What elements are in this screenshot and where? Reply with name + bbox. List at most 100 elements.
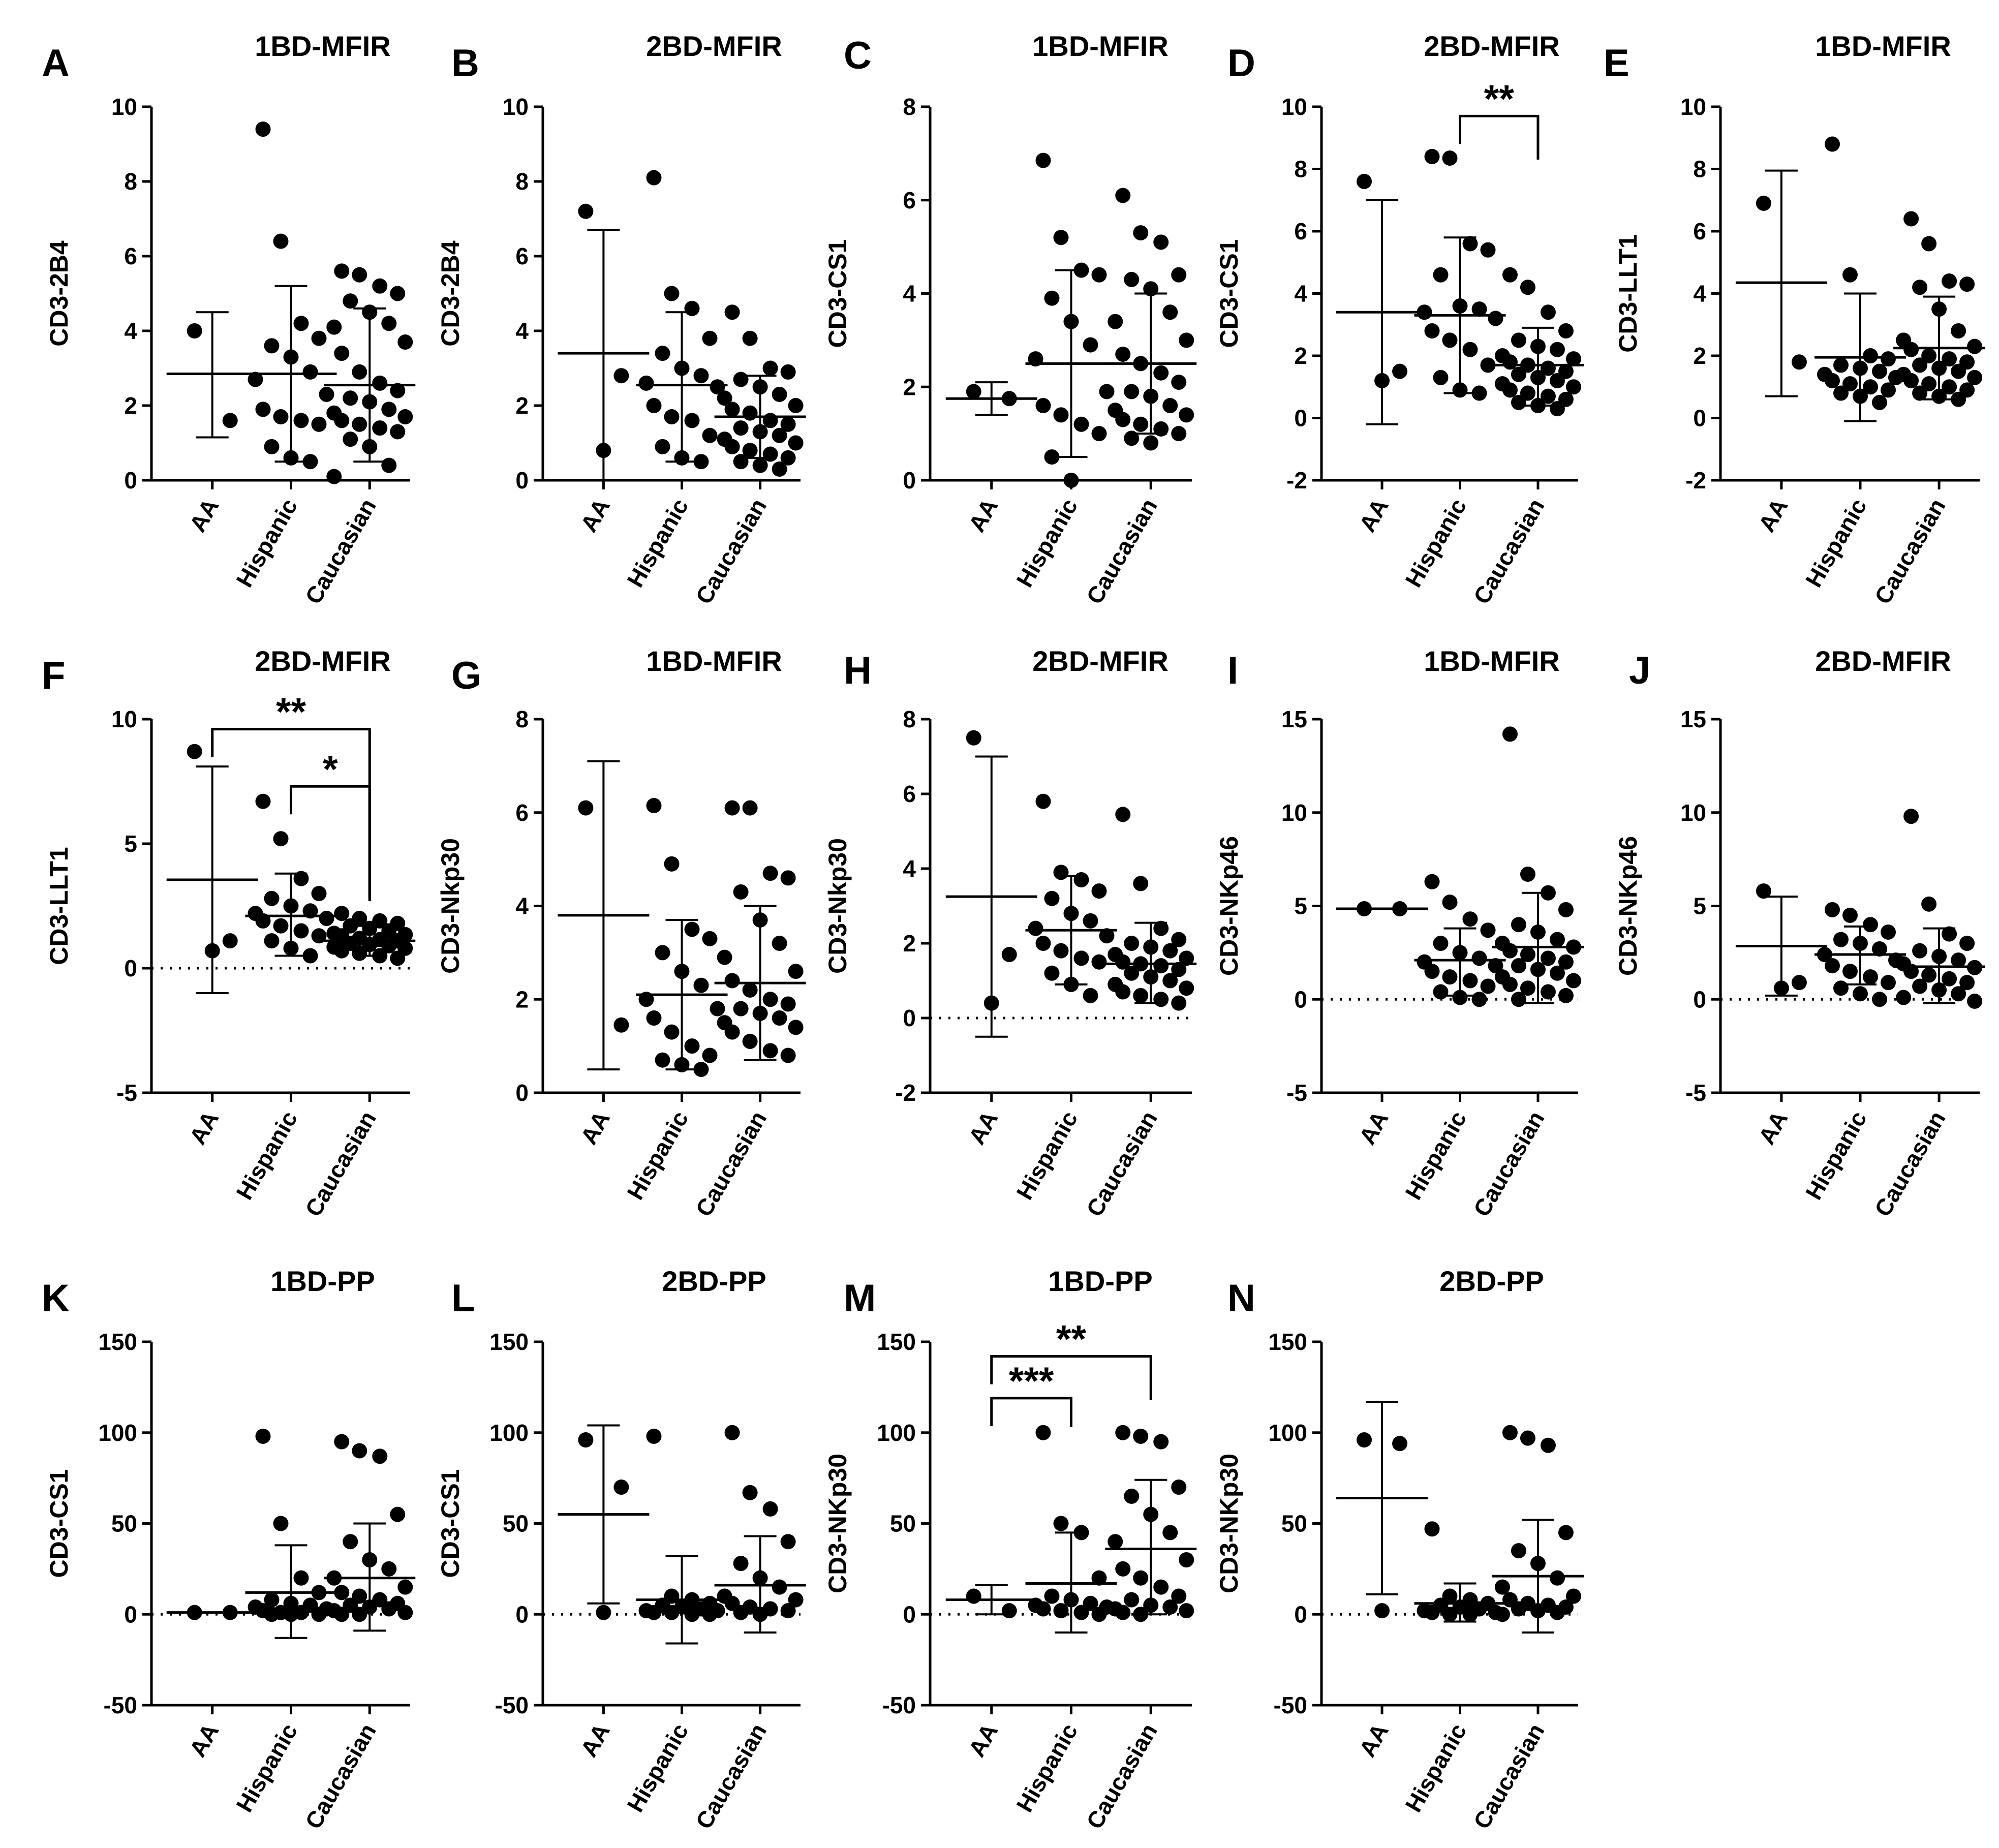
data-point (724, 1024, 740, 1040)
data-point (1942, 971, 1957, 987)
x-tick-label: AA (1753, 1106, 1793, 1149)
data-point (1511, 366, 1526, 382)
data-point (1480, 242, 1496, 258)
y-tick-label: 6 (124, 243, 137, 269)
panel-i: I 1BD-MFIR CD3-NKp46 -5 0 5 10 15 AA HispanicCauc… (1215, 645, 1584, 1221)
data-point (742, 330, 758, 346)
data-point (1549, 1570, 1565, 1586)
data-point (780, 1534, 796, 1550)
group-hispanic (1815, 902, 1906, 1007)
y-tick-label: 0 (1693, 986, 1706, 1012)
data-point (334, 1434, 350, 1450)
data-point (1931, 301, 1947, 317)
data-point (1959, 975, 1975, 991)
data-point (343, 1534, 358, 1550)
data-point (1462, 973, 1478, 989)
data-point (1357, 174, 1372, 189)
data-point (674, 1057, 690, 1072)
data-point (578, 1432, 594, 1448)
panel-title: 1BD-MFIR (255, 30, 391, 62)
x-tick-label: AA (575, 1719, 615, 1762)
panel-a: A 1BD-MFIR CD3-2B4 0 2 4 6 8 10 AA HispanicCaucasi… (42, 30, 416, 608)
panel-title: 1BD-PP (1048, 1265, 1152, 1297)
data-point (752, 1005, 768, 1021)
y-tick-label: 10 (1281, 94, 1307, 120)
data-point (1494, 1607, 1510, 1622)
data-point (264, 439, 280, 454)
data-point (1863, 969, 1878, 985)
data-point (1565, 379, 1581, 395)
panel-e: E 1BD-MFIR CD3-LLT1 -2 0 2 4 6 8 10 AA HispanicCauc… (1604, 30, 1985, 608)
significance-bracket: ** (990, 1318, 1152, 1400)
data-point (1053, 865, 1069, 880)
data-point (1153, 920, 1169, 936)
bracket-line (990, 1355, 1152, 1400)
y-tick-label: 10 (1680, 94, 1706, 120)
data-point (1511, 917, 1526, 933)
panel-g: G 1BD-MFIR CD3-Nkp30 0 2 4 6 8 AA HispanicCaucasi… (436, 645, 806, 1221)
data-point (1162, 973, 1178, 989)
data-point (702, 330, 718, 346)
x-tick-label: Hispanic (1400, 1106, 1471, 1204)
data-point (1511, 332, 1526, 348)
data-point (1133, 1428, 1149, 1444)
y-axis-label: CD3-NKp30 (1215, 1454, 1243, 1593)
data-point (1967, 338, 1983, 354)
panel-letter: A (42, 42, 70, 85)
data-point (1424, 149, 1440, 164)
data-point (1502, 976, 1518, 992)
data-point (362, 304, 378, 320)
data-point (674, 360, 690, 376)
data-point (1063, 1592, 1079, 1608)
data-point (1462, 911, 1478, 927)
data-point (334, 943, 350, 959)
y-tick-label: 2 (515, 392, 529, 419)
y-tick-label: 4 (1693, 281, 1706, 307)
data-point (1108, 1534, 1123, 1550)
group-aa (558, 1424, 650, 1620)
data-point (762, 1501, 778, 1517)
data-point (1115, 984, 1131, 1000)
x-tick-label: AA (1354, 494, 1393, 537)
data-point (1540, 950, 1556, 966)
data-point (283, 450, 299, 466)
data-point (352, 416, 367, 432)
data-point (1044, 290, 1060, 306)
data-point (1520, 867, 1535, 882)
data-point (1035, 1425, 1051, 1440)
y-tick-label: 150 (1268, 1329, 1307, 1355)
data-point (1091, 954, 1107, 970)
x-tick-label: Caucasian (690, 1719, 772, 1833)
data-point (966, 384, 981, 399)
data-point (293, 413, 309, 428)
y-tick-label: 6 (515, 799, 529, 826)
data-point (187, 1605, 202, 1620)
y-tick-label: 2 (515, 986, 529, 1012)
data-point (381, 316, 397, 331)
x-tick-label: Caucasian (1869, 494, 1951, 608)
panel-letter: L (451, 1277, 475, 1320)
data-point (1502, 267, 1518, 283)
y-tick-label: 4 (124, 318, 137, 344)
panel-title: 1BD-MFIR (1424, 645, 1560, 677)
data-point (1083, 988, 1098, 1003)
data-point (646, 398, 662, 413)
data-point (390, 950, 406, 966)
y-tick-label: 4 (515, 893, 529, 919)
data-point (1171, 962, 1187, 977)
data-point (772, 1579, 787, 1595)
data-point (1392, 1436, 1408, 1452)
data-point (1825, 958, 1840, 974)
data-point (702, 427, 718, 443)
y-tick-label: 2 (903, 374, 916, 400)
data-point (1124, 1488, 1140, 1504)
data-point (1035, 1601, 1051, 1617)
data-point (788, 1020, 804, 1035)
data-point (1959, 936, 1975, 951)
group-aa (1735, 169, 1827, 397)
data-point (1162, 398, 1178, 413)
data-point (1951, 391, 1966, 407)
y-tick-label: 10 (111, 706, 137, 732)
data-point (1756, 883, 1771, 899)
panel-letter: G (451, 654, 481, 697)
